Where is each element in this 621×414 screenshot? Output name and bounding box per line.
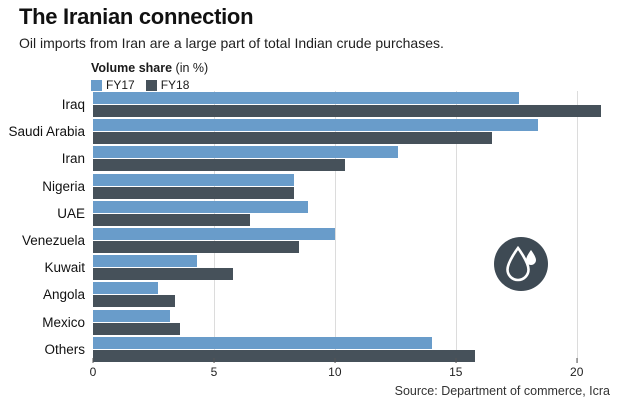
chart-rows: Iraq Saudi Arabia Iran Nigeria UAE Venezuela K… [0,91,621,363]
bar-pair [93,92,613,118]
x-tick-label: 10 [328,365,342,379]
x-tick [213,358,215,363]
bar-fy17-mexico [93,309,171,322]
gridline-layer [93,91,613,363]
chart-row: Iran [0,145,621,172]
bar-fy17-saudi-arabia [93,119,539,132]
chart-row: Mexico [0,309,621,336]
legend-swatch-fy18 [145,79,157,91]
bar-fy18-iran [93,159,345,172]
bar-fy17-venezuela [93,228,335,241]
gridline [334,91,336,363]
x-tick-label: 5 [210,365,218,379]
bar-pair [93,336,613,362]
category-label: Others [44,341,85,357]
gridline [455,91,457,363]
bar-pair [93,173,613,199]
bar-fy18-nigeria [93,186,294,199]
small-drop [526,250,536,265]
page-title: The Iranian connection [19,4,254,29]
x-tick-label: 0 [89,365,97,379]
x-tick [92,358,94,363]
bar-fy18-angola [93,295,176,308]
category-label: Angola [42,287,85,303]
badge-circle [494,237,548,291]
bar-fy18-mexico [93,322,181,335]
x-tick [334,358,336,363]
bar-fy17-kuwait [93,255,197,268]
category-label: Iraq [61,97,85,113]
legend-unit-text: (in %) [172,61,209,75]
category-label: Iran [61,151,85,167]
bar-pair [93,309,613,335]
category-label: Venezuela [21,233,85,249]
chart-row: Saudi Arabia [0,118,621,145]
legend-title: Volume share (in %) [91,61,208,75]
bar-fy18-uae [93,213,251,226]
legend-swatch-fy17 [91,79,102,91]
chart-row: Nigeria [0,173,621,200]
bar-fy18-iraq [93,105,601,118]
legend-items: FY17 FY18 [91,78,208,92]
bar-fy18-others [93,349,476,362]
chart-row: UAE [0,200,621,227]
legend-label-fy17: FY17 [106,78,135,92]
source-note: Source: Department of commerce, Icra [394,384,610,398]
bar-pair [93,200,613,226]
legend-item-fy18: FY18 [145,78,190,92]
bar-pair [93,255,613,281]
chart-row: Kuwait [0,254,621,281]
large-drop [506,245,530,282]
bar-pair [93,282,613,308]
page-subtitle: Oil imports from Iran are a large part o… [19,35,444,51]
legend: Volume share (in %) FY17 FY18 [91,61,208,92]
bar-fy18-saudi-arabia [93,132,493,145]
category-label: UAE [57,205,85,221]
bar-pair [93,146,613,172]
bar-chart: Iraq Saudi Arabia Iran Nigeria UAE Venezuela K… [0,91,621,363]
bar-pair [93,228,613,254]
bar-fy18-kuwait [93,268,234,281]
bar-fy17-others [93,336,432,349]
bar-pair [93,119,613,145]
chart-row: Venezuela [0,227,621,254]
x-tick-label: 15 [449,365,463,379]
x-tick [455,358,457,363]
x-tick-label: 20 [570,365,584,379]
category-label: Nigeria [42,178,85,194]
x-axis: 0 5 10 15 20 [89,358,613,379]
bar-fy17-angola [93,282,159,295]
bar-fy17-iran [93,146,398,159]
category-label: Kuwait [44,260,85,276]
bar-fy18-venezuela [93,241,299,254]
gridline [213,91,215,363]
chart-row: Angola [0,281,621,308]
chart-row: Others [0,336,621,363]
category-label: Mexico [42,314,85,330]
category-label: Saudi Arabia [8,124,85,140]
oil-drops-icon [494,237,548,291]
legend-label-fy18: FY18 [160,78,190,92]
bar-fy17-iraq [93,92,519,105]
bar-fy17-uae [93,200,309,213]
x-tick [576,358,578,363]
bar-fy17-nigeria [93,173,294,186]
legend-title-text: Volume share [91,61,173,75]
chart-row: Iraq [0,91,621,118]
legend-item-fy17: FY17 [91,78,135,92]
gridline [576,91,578,363]
